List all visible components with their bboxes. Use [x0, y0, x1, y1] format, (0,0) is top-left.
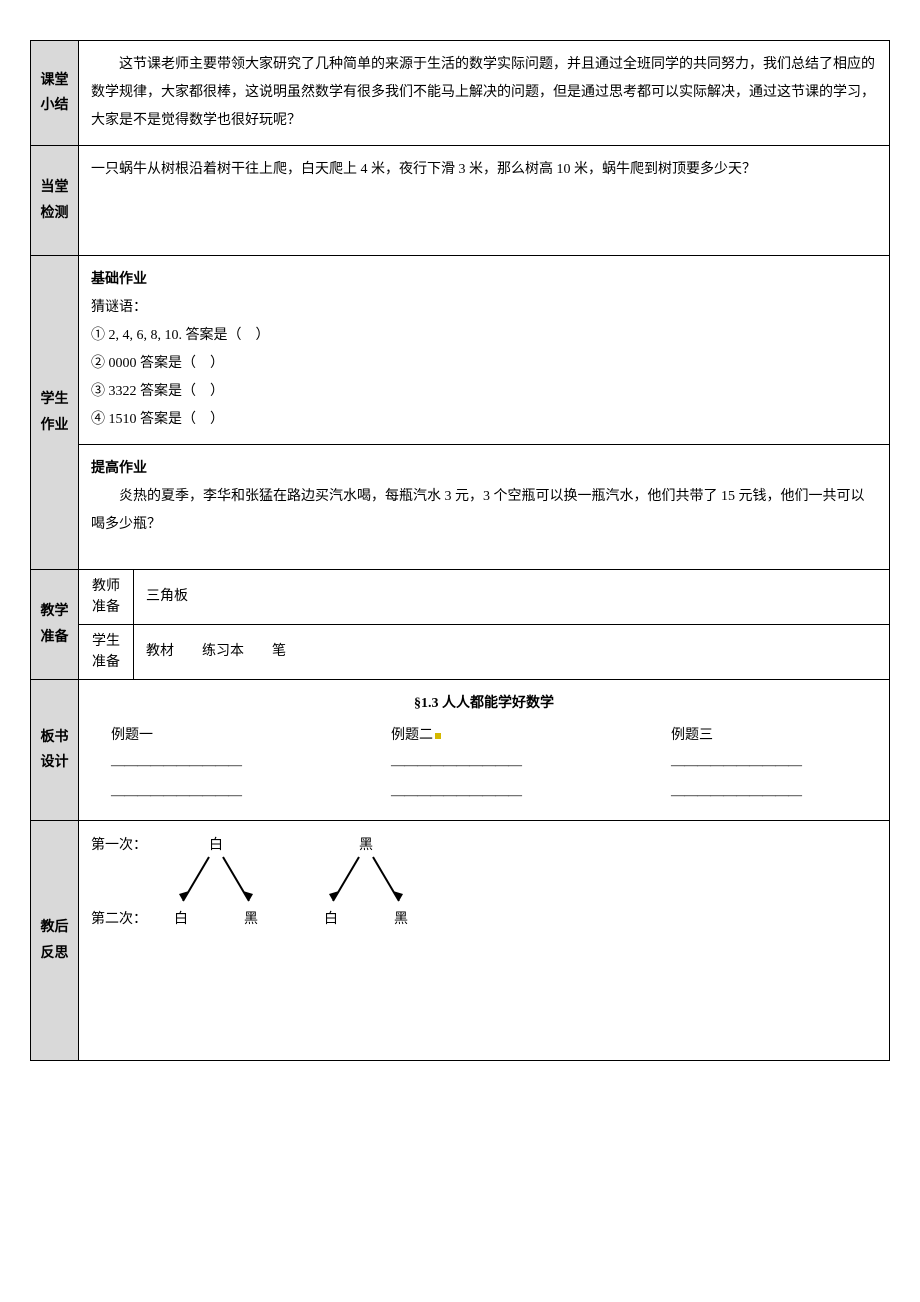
prep-student-value-cell: 教材 练习本 笔 [134, 625, 890, 680]
row-summary: 课堂小结 这节课老师主要带领大家研究了几种简单的来源于生活的数学实际问题，并且通… [31, 41, 890, 146]
board-dash-1a: —————————— [111, 752, 241, 780]
prep-teacher-value-cell: 三角板 [134, 570, 890, 625]
row-homework-adv: 提高作业 炎热的夏季，李华和张猛在路边买汽水喝，每瓶汽水 3 元，3 个空瓶可以… [31, 445, 890, 570]
lesson-plan-table: 课堂小结 这节课老师主要带领大家研究了几种简单的来源于生活的数学实际问题，并且通… [30, 40, 890, 1061]
board-dash-2a: —————————— [391, 752, 521, 780]
reflect-tree-diagram: 第一次： 白 黑 第二次： 白 黑 白 黑 [91, 831, 511, 941]
board-dash-2b: —————————— [391, 782, 521, 810]
header-test: 当堂检测 [31, 146, 79, 256]
board-col-1: 例题一 —————————— —————————— [111, 722, 241, 810]
hw-q3: ③ 3322 答案是（ ） [91, 378, 877, 406]
header-board-text: 板书设计 [41, 730, 69, 770]
reflect-r2-n1: 白 [174, 911, 188, 927]
header-homework-text: 学生作业 [41, 392, 69, 432]
hw-q1-text: ① 2, 4, 6, 8, 10. 答案是（ ） [91, 328, 270, 343]
content-homework-basic: 基础作业 猜谜语： ① 2, 4, 6, 8, 10. 答案是（ ） ② 000… [79, 256, 890, 445]
row-homework: 学生作业 基础作业 猜谜语： ① 2, 4, 6, 8, 10. 答案是（ ） … [31, 256, 890, 445]
header-test-text: 当堂检测 [41, 180, 69, 220]
header-summary-text: 课堂小结 [41, 73, 69, 113]
row-reflect: 教后反思 第一次： 白 黑 第二次： [31, 821, 890, 1061]
board-ex3: 例题三 [671, 722, 713, 750]
board-dash-3b: —————————— [671, 782, 801, 810]
content-test: 一只蜗牛从树根沿着树干往上爬，白天爬上 4 米，夜行下滑 3 米，那么树高 10… [79, 146, 890, 256]
board-ex2-text: 例题二 [391, 728, 433, 743]
sub-teacher: 教师准备 [79, 570, 134, 625]
board-examples-row: 例题一 —————————— —————————— 例题二 ——————————… [91, 722, 877, 810]
hw-q2: ② 0000 答案是（ ） [91, 350, 877, 378]
header-board: 板书设计 [31, 680, 79, 821]
header-reflect: 教后反思 [31, 821, 79, 1061]
reflect-r2-n2: 黑 [244, 912, 258, 927]
hw-q4: ④ 1510 答案是（ ） [91, 406, 877, 434]
row-test: 当堂检测 一只蜗牛从树根沿着树干往上爬，白天爬上 4 米，夜行下滑 3 米，那么… [31, 146, 890, 256]
sub-student-text: 学生准备 [92, 634, 120, 670]
adv-title: 提高作业 [91, 455, 877, 483]
board-col-3: 例题三 —————————— —————————— [671, 722, 801, 810]
test-text: 一只蜗牛从树根沿着树干往上爬，白天爬上 4 米，夜行下滑 3 米，那么树高 10… [91, 156, 877, 184]
riddle-label: 猜谜语： [91, 294, 877, 322]
adv-text: 炎热的夏季，李华和张猛在路边买汽水喝，每瓶汽水 3 元，3 个空瓶可以换一瓶汽水… [91, 483, 877, 539]
reflect-row1-label: 第一次： [91, 836, 147, 853]
header-prep: 教学准备 [31, 570, 79, 680]
header-summary: 课堂小结 [31, 41, 79, 146]
header-prep-text: 教学准备 [41, 604, 69, 644]
prep-student-value: 教材 练习本 笔 [146, 644, 286, 659]
summary-text: 这节课老师主要带领大家研究了几种简单的来源于生活的数学实际问题，并且通过全班同学… [91, 51, 877, 135]
board-title: §1.3 人人都能学好数学 [91, 690, 877, 722]
reflect-r1-black: 黑 [359, 838, 373, 853]
row-prep-student: 学生准备 教材 练习本 笔 [31, 625, 890, 680]
board-ex2: 例题二 [391, 722, 443, 750]
reflect-r2-n3: 白 [324, 911, 338, 927]
board-dash-1b: —————————— [111, 782, 241, 810]
hw-q1: ① 2, 4, 6, 8, 10. 答案是（ ） [91, 322, 877, 350]
prep-teacher-value: 三角板 [146, 589, 188, 604]
sub-teacher-text: 教师准备 [92, 579, 120, 615]
board-col-2: 例题二 —————————— —————————— [391, 722, 521, 810]
accent-dot-icon [435, 733, 441, 739]
reflect-r2-n4: 黑 [394, 912, 408, 927]
board-ex1: 例题一 [111, 722, 153, 750]
reflect-r1-white: 白 [209, 837, 223, 853]
row-board: 板书设计 §1.3 人人都能学好数学 例题一 —————————— ——————… [31, 680, 890, 821]
header-homework: 学生作业 [31, 256, 79, 570]
basic-title: 基础作业 [91, 266, 877, 294]
row-prep-teacher: 教学准备 教师准备 三角板 [31, 570, 890, 625]
reflect-row2-label: 第二次： [91, 910, 147, 927]
header-reflect-text: 教后反思 [41, 920, 69, 960]
content-summary: 这节课老师主要带领大家研究了几种简单的来源于生活的数学实际问题，并且通过全班同学… [79, 41, 890, 146]
sub-student: 学生准备 [79, 625, 134, 680]
content-homework-adv: 提高作业 炎热的夏季，李华和张猛在路边买汽水喝，每瓶汽水 3 元，3 个空瓶可以… [79, 445, 890, 570]
content-reflect: 第一次： 白 黑 第二次： 白 黑 白 黑 [79, 821, 890, 1061]
content-board: §1.3 人人都能学好数学 例题一 —————————— —————————— … [79, 680, 890, 821]
board-dash-3a: —————————— [671, 752, 801, 780]
